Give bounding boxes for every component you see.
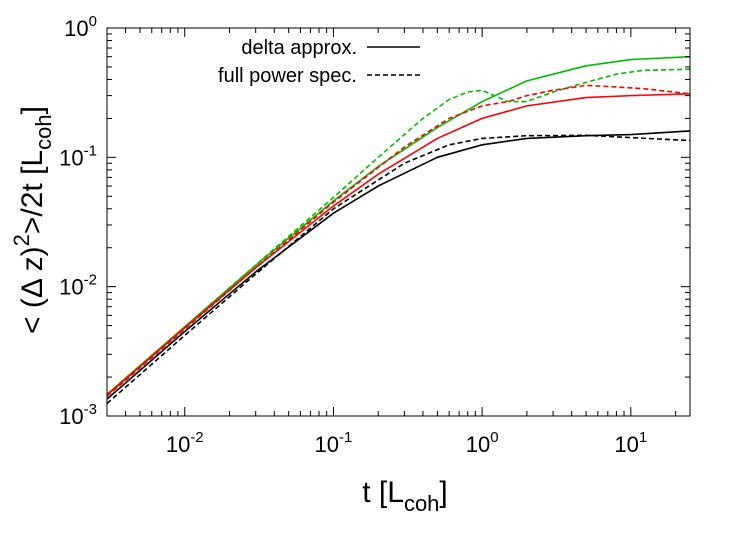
series-line-0 [106, 55, 691, 395]
series-line-4 [106, 130, 691, 400]
x-tick-label: 101 [614, 429, 647, 457]
legend-label: delta approx. [241, 37, 357, 59]
ticks-layer: 10-2 10-1 100 101 10-3 10-2 10-1 100 [59, 13, 690, 457]
x-tick-label: 100 [466, 429, 499, 457]
y-tick-label: 10-3 [59, 401, 97, 429]
series-line-3 [106, 84, 691, 397]
x-tick-label: 10-2 [166, 429, 204, 457]
legend: delta approx. full power spec. [218, 37, 420, 87]
x-tick-label: 10-1 [315, 429, 353, 457]
y-tick-label: 10-2 [59, 272, 97, 300]
y-tick-label: 10-1 [59, 142, 97, 170]
series-line-1 [106, 68, 691, 395]
y-axis-label: < (Δ z)2>/2t [Lcoh] [9, 106, 56, 334]
y-tick-label: 100 [64, 13, 97, 41]
legend-label: full power spec. [218, 65, 357, 87]
series-layer [106, 55, 691, 405]
series-line-2 [106, 92, 691, 396]
x-axis-label: t [Lcoh] [362, 476, 448, 516]
plot-frame [106, 27, 691, 417]
